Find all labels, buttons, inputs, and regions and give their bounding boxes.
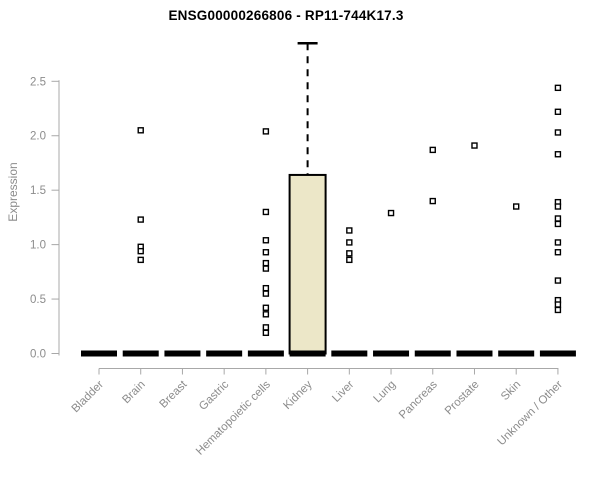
- outlier-point: [262, 324, 270, 331]
- x-tick-label: Liver: [330, 379, 356, 405]
- median-bar: [164, 350, 201, 357]
- median-bar: [122, 350, 159, 357]
- outlier-point: [554, 239, 562, 246]
- outlier-point: [262, 128, 270, 135]
- outlier-point: [346, 239, 353, 246]
- y-tick-label: 2.0: [30, 131, 46, 143]
- median-bar: [289, 350, 326, 357]
- median-bar: [331, 350, 368, 357]
- outlier-point: [262, 265, 270, 272]
- median-bar: [206, 350, 243, 357]
- outlier-point: [554, 203, 562, 210]
- outlier-point: [262, 329, 270, 337]
- outlier-point: [262, 259, 270, 267]
- x-tick-label: Kidney: [281, 378, 315, 412]
- x-tick-label: Bladder: [70, 379, 107, 416]
- outlier-point: [554, 108, 562, 115]
- median-bar: [247, 350, 284, 357]
- x-tick-label: Hematopoietic cells: [194, 378, 273, 457]
- y-tick-label: 1.0: [30, 240, 46, 252]
- x-tick-label: Skin: [499, 379, 523, 403]
- outlier-point: [137, 256, 144, 264]
- y-tick-label: 0.5: [30, 294, 46, 306]
- outlier-point: [387, 209, 395, 217]
- chart-title: ENSG00000266806 - RP11-744K17.3: [168, 8, 404, 23]
- outlier-point: [262, 290, 270, 297]
- outlier-point: [554, 306, 562, 314]
- median-bar: [373, 350, 410, 357]
- outlier-point: [137, 216, 144, 223]
- outlier-point: [513, 203, 520, 210]
- outlier-point: [554, 220, 562, 228]
- x-tick-label: Breast: [158, 378, 191, 411]
- x-tick-label: Prostate: [443, 379, 482, 418]
- outlier-point: [262, 249, 270, 256]
- median-bar: [81, 350, 117, 357]
- median-bar: [414, 350, 451, 357]
- x-tick-label: Gastric: [197, 378, 231, 412]
- outlier-point: [137, 247, 144, 255]
- outlier-point: [471, 142, 478, 149]
- outlier-point: [554, 301, 562, 308]
- outlier-point: [346, 227, 353, 234]
- median-bar: [456, 350, 493, 357]
- outlier-point: [554, 249, 562, 256]
- median-bar: [498, 350, 535, 357]
- median-bar: [539, 350, 576, 357]
- outlier-point: [554, 151, 562, 158]
- outlier-point: [429, 197, 436, 205]
- y-tick-label: 0.0: [30, 349, 46, 361]
- outlier-point: [554, 277, 562, 284]
- x-tick-label: Lung: [372, 379, 399, 406]
- outlier-point: [262, 208, 270, 216]
- outlier-point: [554, 215, 562, 222]
- x-tick-label: Pancreas: [397, 378, 440, 421]
- outlier-point: [262, 284, 270, 292]
- y-tick-label: 1.5: [30, 185, 46, 197]
- outlier-point: [137, 127, 144, 134]
- outlier-point: [554, 84, 562, 92]
- outlier-point: [429, 146, 436, 154]
- x-tick-label: Brain: [120, 379, 147, 406]
- box: [288, 173, 327, 355]
- y-tick-label: 2.5: [30, 76, 46, 88]
- outlier-point: [346, 250, 353, 257]
- outlier-point: [262, 304, 270, 311]
- outlier-point: [262, 311, 270, 318]
- outlier-point: [262, 237, 270, 244]
- outlier-point: [346, 256, 353, 264]
- outlier-point: [554, 129, 562, 136]
